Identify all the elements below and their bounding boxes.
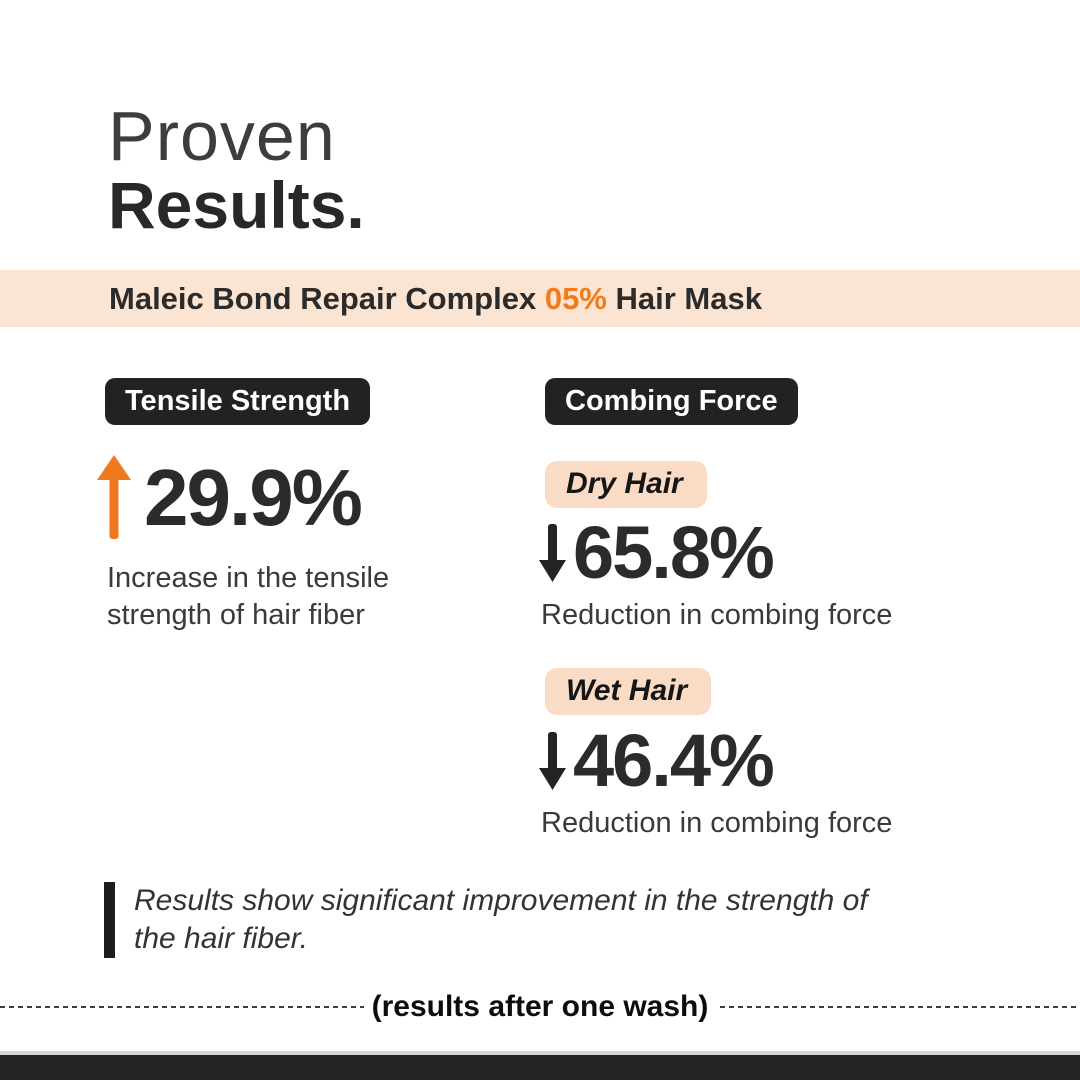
divider-label-wrap: (results after one wash) <box>0 987 1080 1027</box>
product-name-prefix: Maleic Bond Repair Complex <box>109 280 545 316</box>
tensile-strength-metric: 29.9% <box>97 452 363 544</box>
page-title-bold: Results. <box>108 168 365 242</box>
tensile-strength-description: Increase in the tensile strength of hair… <box>107 560 437 634</box>
note-quote: Results show significant improvement in … <box>104 882 868 958</box>
tensile-description-line2: strength of hair fiber <box>107 599 365 631</box>
note-line1: Results show significant improvement in … <box>134 884 868 917</box>
decrease-arrow-icon <box>539 732 566 790</box>
results-timing-label: (results after one wash) <box>363 987 717 1027</box>
dry-hair-condition-badge: Dry Hair <box>545 461 707 508</box>
product-banner: Maleic Bond Repair Complex 05% Hair Mask <box>0 270 1080 327</box>
increase-arrow-icon <box>97 455 131 539</box>
note-line2: the hair fiber. <box>134 922 308 955</box>
wet-hair-metric: 46.4% <box>539 719 775 802</box>
product-concentration: 05% <box>544 280 607 316</box>
wet-hair-condition-badge: Wet Hair <box>545 668 712 715</box>
wet-hair-value: 46.4% <box>573 719 775 802</box>
header: Proven Results. <box>108 97 365 242</box>
footer-bar <box>0 1055 1080 1080</box>
tensile-strength-badge: Tensile Strength <box>105 378 371 425</box>
decrease-arrow-icon <box>539 524 566 582</box>
combing-force-badge: Combing Force <box>545 378 798 425</box>
wet-hair-description: Reduction in combing force <box>541 807 893 839</box>
footer-accent-line <box>0 1051 1080 1055</box>
dry-hair-value: 65.8% <box>573 511 775 594</box>
product-name-suffix: Hair Mask <box>606 280 762 316</box>
dry-hair-metric: 65.8% <box>539 511 775 594</box>
page-title-light: Proven <box>108 97 336 175</box>
tensile-description-line1: Increase in the tensile <box>107 562 390 594</box>
dry-hair-description: Reduction in combing force <box>541 599 893 631</box>
tensile-strength-value: 29.9% <box>144 453 363 542</box>
